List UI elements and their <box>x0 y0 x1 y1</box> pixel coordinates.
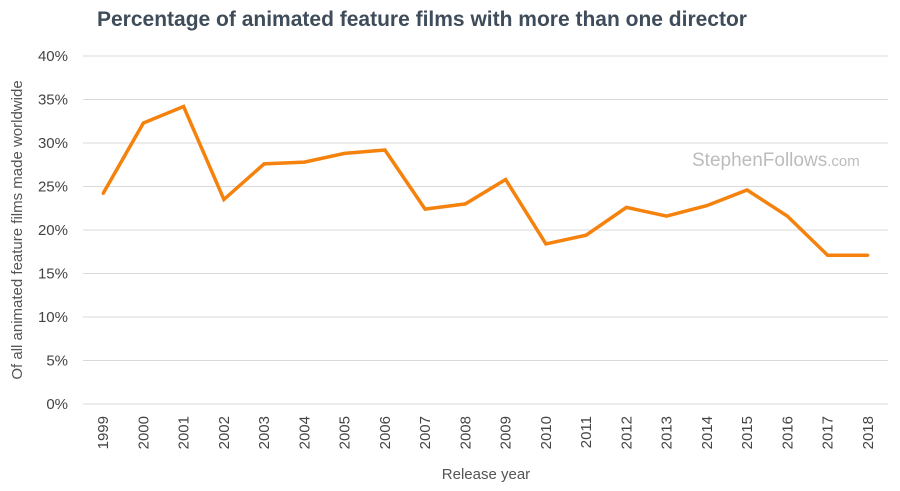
x-tick-label: 2012 <box>618 416 635 449</box>
y-tick-label: 35% <box>38 92 68 109</box>
data-point-2004 <box>302 160 306 164</box>
x-tick-label: 2017 <box>820 416 837 449</box>
series-line <box>101 104 868 257</box>
y-tick-label: 25% <box>38 179 68 196</box>
y-tick-labels: 0% 5% 10% 15% 20% 25% 30% 35% 40% <box>38 48 68 413</box>
x-axis-label: Release year <box>442 466 530 483</box>
x-tick-label: 2014 <box>699 416 716 449</box>
y-tick-label: 5% <box>46 353 68 370</box>
x-tick-label: 1999 <box>95 416 112 449</box>
x-tick-label: 2018 <box>860 416 877 449</box>
data-point-2012 <box>624 205 628 209</box>
x-tick-label: 2001 <box>176 416 193 449</box>
data-point-2010 <box>544 242 548 246</box>
x-tick-label: 2011 <box>578 416 595 448</box>
x-tick-label: 2000 <box>135 416 152 449</box>
x-tick-label: 2002 <box>216 416 233 449</box>
y-tick-label: 0% <box>46 396 68 413</box>
x-tick-label: 2015 <box>739 416 756 449</box>
x-tick-label: 2007 <box>417 416 434 449</box>
data-point-2011 <box>584 233 588 237</box>
data-point-2006 <box>383 148 387 152</box>
y-tick-label: 15% <box>38 266 68 283</box>
data-point-2018 <box>866 253 870 257</box>
x-tick-label: 2008 <box>457 416 474 449</box>
x-tick-label: 2009 <box>498 416 515 449</box>
series-group <box>101 104 870 257</box>
x-tick-label: 2005 <box>337 416 354 449</box>
data-point-2005 <box>343 151 347 155</box>
data-point-2015 <box>745 188 749 192</box>
watermark: StephenFollows.com <box>692 150 860 172</box>
data-point-2014 <box>705 204 709 208</box>
data-point-2002 <box>222 198 226 202</box>
data-point-2013 <box>665 214 669 218</box>
data-point-2001 <box>182 104 186 108</box>
watermark-suffix: .com <box>827 153 860 170</box>
data-point-2003 <box>262 162 266 166</box>
data-point-2016 <box>785 214 789 218</box>
x-tick-label: 2010 <box>538 416 555 449</box>
data-point-1999 <box>101 191 105 195</box>
y-axis-label: Of all animated feature films made world… <box>9 80 26 379</box>
data-point-2008 <box>463 202 467 206</box>
chart-title: Percentage of animated feature films wit… <box>97 8 747 31</box>
x-tick-label: 2004 <box>296 416 313 449</box>
data-point-2017 <box>826 253 830 257</box>
x-tick-labels: 1999 2000 2001 2002 2003 2004 2005 2006 2007 2008… <box>95 416 877 449</box>
y-tick-label: 10% <box>38 309 68 326</box>
x-tick-label: 2013 <box>659 416 676 449</box>
x-tick-label: 2016 <box>779 416 796 449</box>
watermark-main: StephenFollows <box>692 150 828 171</box>
x-tick-label: 2003 <box>256 416 273 449</box>
data-point-2000 <box>141 121 145 125</box>
data-point-2007 <box>423 207 427 211</box>
data-point-2009 <box>504 178 508 182</box>
y-tick-label: 20% <box>38 222 68 239</box>
x-tick-label: 2006 <box>377 416 394 449</box>
y-tick-label: 40% <box>38 48 68 65</box>
y-tick-label: 30% <box>38 135 68 152</box>
gridlines <box>83 55 888 405</box>
